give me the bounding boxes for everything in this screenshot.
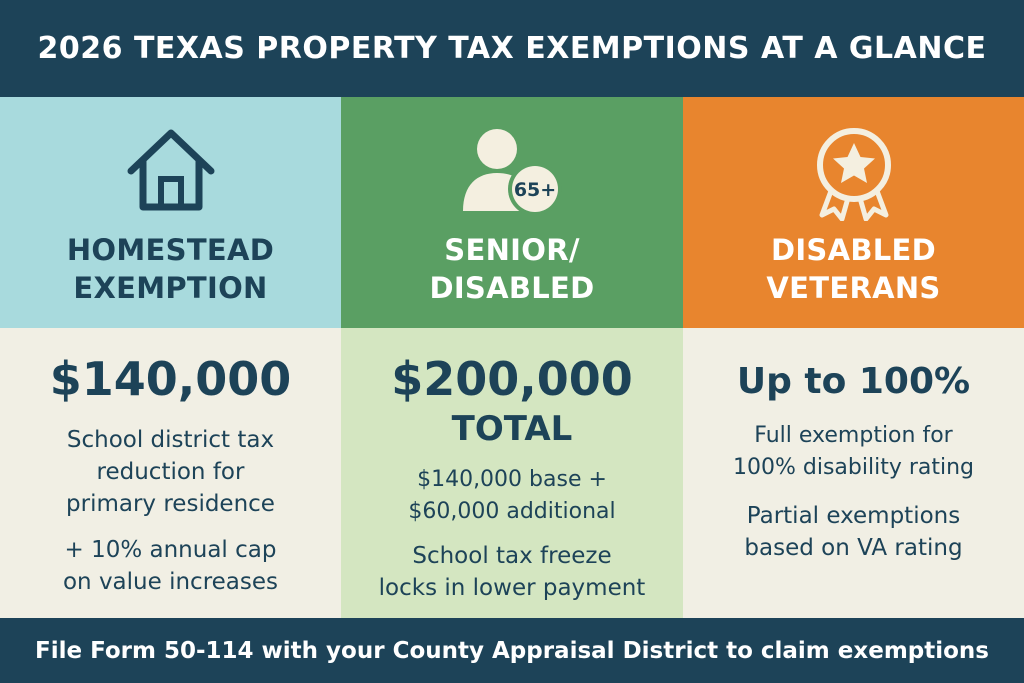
homestead-details-panel: $140,000 School district tax reduction f… [0,328,341,618]
homestead-description: School district tax reduction for primar… [66,427,275,517]
homestead-cap-note: + 10% annual cap on value increases [62,537,279,595]
age-badge-label: 65+ [514,179,556,201]
veterans-column: DISABLED VETERANS Up to 100% Full exempt… [683,97,1024,618]
senior-header-panel: 65+ SENIOR/ DISABLED [341,97,683,328]
homestead-header-panel: HOMESTEAD EXEMPTION [0,97,341,328]
house-icon [127,129,214,211]
senior-disabled-column: 65+ SENIOR/ DISABLED $200,000 TOTAL $140… [341,97,683,618]
veterans-partial-exemption-note: Partial exemptions based on VA rating [744,503,963,561]
senior-amount-suffix: TOTAL [451,409,573,449]
person-65-plus-icon: 65+ [463,129,562,215]
senior-tax-freeze-note: School tax freeze locks in lower payment [378,543,646,601]
homestead-title: HOMESTEAD EXEMPTION [66,233,275,305]
page-title: 2026 TEXAS PROPERTY TAX EXEMPTIONS AT A … [37,31,987,66]
footer-banner: File Form 50-114 with your County Apprai… [0,618,1024,683]
veterans-details-panel: Up to 100% Full exemption for 100% disab… [683,328,1024,618]
homestead-column: HOMESTEAD EXEMPTION $140,000 School dist… [0,97,341,618]
veterans-full-exemption-note: Full exemption for 100% disability ratin… [732,423,975,480]
star-medal-icon [816,128,891,221]
header-banner: 2026 TEXAS PROPERTY TAX EXEMPTIONS AT A … [0,0,1024,97]
veterans-amount: Up to 100% [736,361,971,402]
veterans-title: DISABLED VETERANS [766,233,941,305]
homestead-amount: $140,000 [49,352,292,406]
senior-amount: $200,000 [391,352,633,406]
footer-instruction: File Form 50-114 with your County Apprai… [34,637,989,664]
senior-title: SENIOR/ DISABLED [429,233,595,305]
senior-details-panel: $200,000 TOTAL $140,000 base + $60,000 a… [341,328,683,618]
veterans-header-panel: DISABLED VETERANS [683,97,1024,328]
senior-breakdown: $140,000 base + $60,000 additional [408,467,616,524]
